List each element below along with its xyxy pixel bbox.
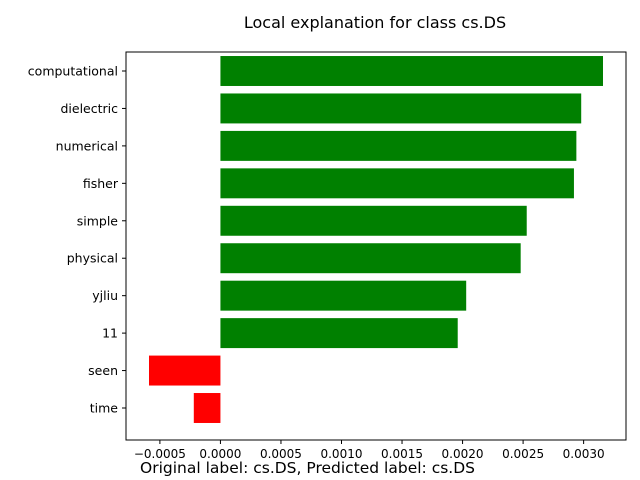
bar-fisher	[220, 168, 574, 199]
x-tick-label: 0.0020	[442, 447, 484, 461]
x-tick-label: 0.0010	[320, 447, 362, 461]
y-tick-label: fisher	[83, 176, 119, 191]
x-tick-label: 0.0030	[563, 447, 605, 461]
y-tick-label: 11	[102, 326, 118, 341]
x-tick-label: 0.0015	[381, 447, 423, 461]
bar-computational	[220, 56, 603, 86]
bars-layer	[149, 56, 603, 423]
x-tick-label: 0.0005	[260, 447, 302, 461]
bar-dielectric	[220, 93, 582, 124]
bar-time	[193, 393, 221, 423]
y-tick-label: dielectric	[60, 101, 118, 116]
y-tick-label: simple	[77, 213, 119, 228]
y-tick-label: yjliu	[92, 288, 118, 303]
label-caption: Original label: cs.DS, Predicted label: …	[140, 459, 475, 477]
chart-title: Local explanation for class cs.DS	[244, 13, 506, 32]
bar-11	[220, 318, 458, 349]
bar-numerical	[220, 130, 577, 161]
x-tick-label: −0.0005	[134, 447, 186, 461]
x-tick-label: 0.0025	[502, 447, 544, 461]
bar-yjliu	[220, 280, 467, 311]
y-tick-label: physical	[67, 251, 118, 266]
bar-physical	[220, 243, 521, 274]
y-tick-label: computational	[28, 64, 118, 79]
bar-simple	[220, 205, 527, 236]
plot-frame	[125, 51, 627, 441]
y-tick-label: time	[90, 401, 119, 416]
bar-seen	[149, 355, 221, 386]
x-axis: −0.0005 0.0000 0.0005 0.0010 0.0015 0.0020 0.0…	[134, 440, 605, 461]
y-axis: computational dielectric numerical fisher si…	[28, 64, 126, 416]
y-tick-label: seen	[88, 363, 118, 378]
y-tick-label: numerical	[56, 138, 118, 153]
x-tick-label: 0.0000	[199, 447, 241, 461]
